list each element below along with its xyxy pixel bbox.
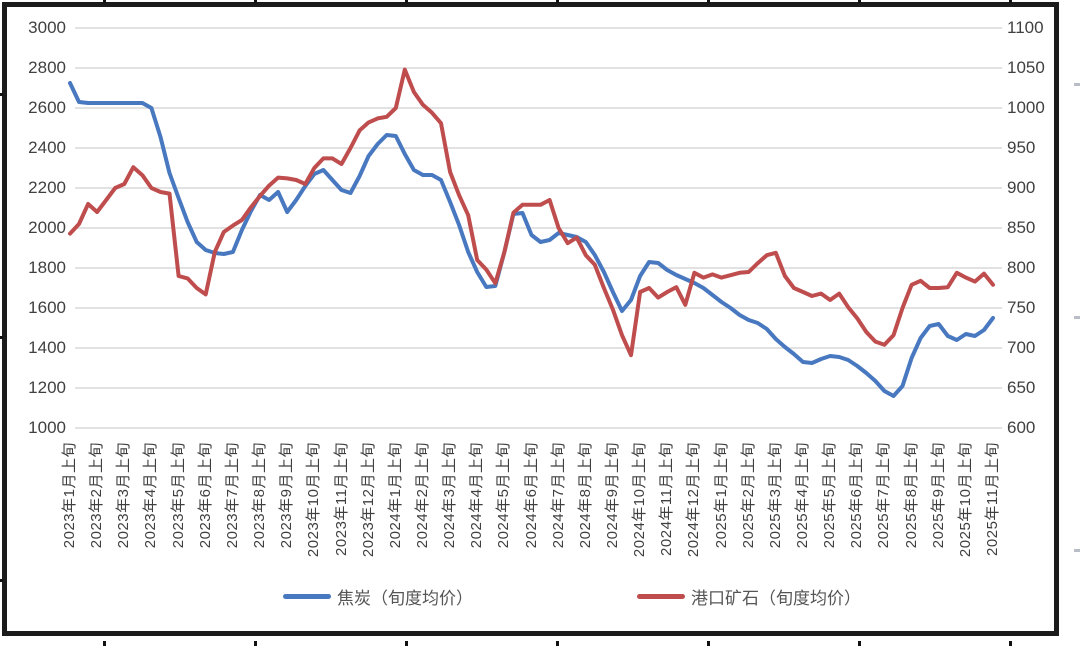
y-axis-left-tick-label: 3000 [28,18,66,37]
y-axis-right-tick-label: 950 [1007,138,1036,157]
y-axis-left-tick-label: 2200 [28,178,66,197]
y-axis-right-tick-label: 900 [1007,178,1036,197]
legend-item-coke: 焦炭（旬度均价） [283,586,473,608]
y-axis-right-tick-label: 1100 [1007,18,1044,37]
legend-label-coke: 焦炭（旬度均价） [337,588,473,608]
y-axis-right-tick-label: 650 [1007,378,1036,397]
series-line-0 [68,81,995,398]
y-axis-left-tick-label: 2800 [28,58,66,77]
y-axis-right-tick-label: 750 [1007,298,1036,317]
y-axis-right-tick-label: 1050 [1007,58,1045,77]
y-axis-right-tick-label: 850 [1007,218,1036,237]
y-axis-right-tick-label: 1000 [1007,98,1045,117]
chart-legend: 焦炭（旬度均价） 港口矿石（旬度均价） [0,586,1060,612]
legend-label-port-ore: 港口矿石（旬度均价） [691,588,861,608]
y-axis-left-tick-label: 2400 [28,138,66,157]
y-axis-right-tick-label: 700 [1007,338,1036,357]
y-axis-left-tick-label: 1400 [28,338,66,357]
y-axis-left-tick-label: 1000 [28,418,66,437]
y-axis-left-tick-label: 2000 [28,218,66,237]
coke-line-swatch [283,593,331,599]
y-axis-left-tick-label: 1800 [28,258,66,277]
legend-item-port-ore: 港口矿石（旬度均价） [637,586,861,608]
series-line-1 [68,67,995,358]
y-axis-left-tick-label: 1200 [28,378,66,397]
y-axis-right-tick-label: 600 [1007,418,1036,437]
port-ore-line-swatch [637,593,685,599]
y-axis-right-tick-label: 800 [1007,258,1036,277]
y-axis-left-tick-label: 2600 [28,98,66,117]
y-axis-left-tick-label: 1600 [28,298,66,317]
